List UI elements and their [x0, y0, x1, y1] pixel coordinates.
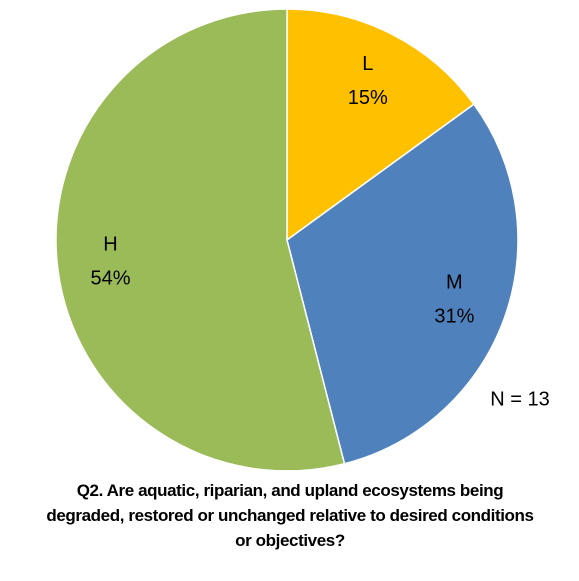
- labels: L 15% M 31% H 54%: [91, 53, 475, 328]
- chart: N = 13 L 15% M 31% H 54%: [55, 8, 550, 470]
- pie: [55, 8, 519, 470]
- slice-value-label: 54%: [91, 268, 131, 290]
- slice-value-label: 15%: [348, 87, 388, 109]
- annotation: N = 13: [490, 388, 549, 410]
- pie-slice: [286, 8, 475, 242]
- slice-category: H: [103, 234, 117, 256]
- pie-slice: [55, 8, 346, 470]
- slice-value-label: 31%: [434, 306, 474, 328]
- slice-category: M: [446, 272, 463, 294]
- chart-title: Q2. Are aquatic, riparian, and upland ec…: [46, 481, 534, 550]
- pie-slice: [286, 103, 519, 465]
- slice-category: L: [362, 53, 373, 75]
